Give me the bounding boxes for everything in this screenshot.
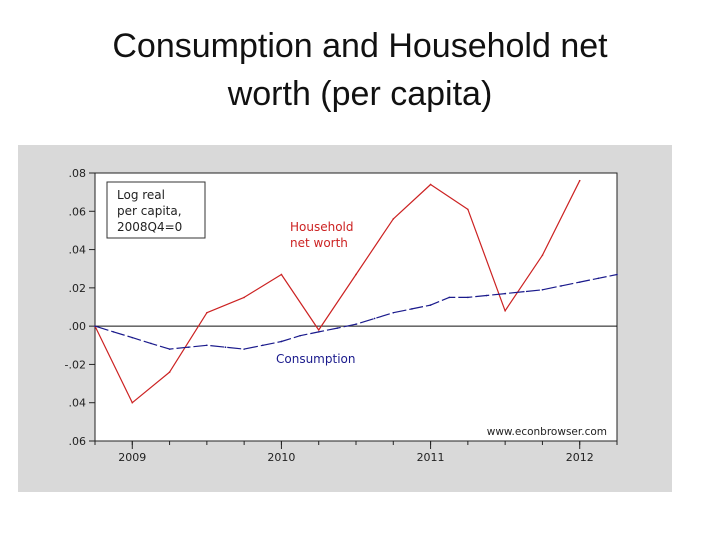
slide-title-line-2: worth (per capita) [227, 75, 493, 113]
data-point-consumption-16 [392, 311, 395, 314]
y-tick-label-7: .06 [69, 435, 87, 448]
data-point-consumption-8 [243, 348, 245, 350]
data-point-consumption-18 [429, 304, 432, 306]
data-point-consumption-22 [504, 292, 506, 295]
data-point-consumption-20 [467, 296, 469, 299]
data-point-household-net-worth-3 [206, 311, 208, 314]
data-point-household-net-worth-12 [541, 254, 544, 257]
series-label-net-worth: Household net worth [290, 220, 354, 250]
data-point-household-net-worth-5 [280, 273, 283, 276]
line-chart: .08 .06 .04 .02 .00 -.02 .04 .06 2009 2010 2011 201… [65, 167, 618, 464]
data-point-consumption-13 [336, 327, 339, 329]
data-point-consumption-19 [448, 296, 451, 299]
data-point-consumption-25 [560, 285, 562, 287]
data-point-consumption-5 [187, 346, 190, 348]
data-point-household-net-worth-9 [429, 183, 432, 186]
data-point-household-net-worth-8 [392, 218, 395, 220]
series-label-net-worth-line-1: Household [290, 220, 354, 234]
series-label-consumption: Consumption [276, 352, 355, 366]
x-tick-label-1: 2010 [267, 451, 295, 464]
data-point-household-net-worth-4 [243, 296, 245, 299]
data-point-consumption-11 [299, 334, 301, 337]
data-point-household-net-worth-1 [131, 401, 134, 404]
data-point-consumption-0 [94, 325, 96, 327]
slide-title: Consumption and Household net worth (per… [0, 22, 720, 118]
data-point-consumption-14 [355, 323, 357, 326]
data-point-consumption-12 [317, 331, 320, 333]
data-point-consumption-26 [578, 281, 581, 283]
data-point-consumption-3 [150, 342, 152, 345]
data-point-consumption-7 [224, 346, 227, 348]
y-tick-label-6: .04 [69, 397, 87, 410]
y-tick-label-5: -.02 [65, 358, 86, 371]
data-point-household-net-worth-10 [467, 208, 469, 211]
x-tick-label-0: 2009 [118, 451, 146, 464]
data-point-household-net-worth-13 [578, 179, 581, 182]
y-tick-label-4: .00 [69, 320, 87, 333]
data-point-consumption-1 [112, 331, 115, 333]
watermark-text: www.econbrowser.com [487, 426, 607, 438]
data-point-household-net-worth-6 [317, 329, 320, 331]
x-tick-label-3: 2012 [566, 451, 594, 464]
legend-box-line-2: per capita, [117, 204, 182, 218]
data-point-consumption-6 [206, 344, 208, 347]
chart-panel: .08 .06 .04 .02 .00 -.02 .04 .06 2009 2010 2011 201… [18, 145, 672, 492]
data-point-consumption-15 [373, 317, 376, 320]
data-point-consumption-10 [280, 340, 283, 343]
data-point-household-net-worth-2 [168, 371, 171, 373]
y-tick-label-1: .06 [69, 205, 87, 218]
x-tick-label-2: 2011 [417, 451, 445, 464]
data-point-consumption-21 [485, 294, 488, 297]
y-tick-label-3: .02 [69, 282, 87, 295]
slide-title-line-1: Consumption and Household net [112, 27, 608, 65]
data-point-consumption-17 [411, 308, 413, 310]
y-tick-label-2: .04 [69, 244, 87, 257]
legend-box-line-1: Log real [117, 188, 165, 202]
legend-box-line-3: 2008Q4=0 [117, 220, 182, 234]
data-point-consumption-24 [541, 288, 544, 291]
legend-box-frame [106, 181, 206, 239]
data-point-consumption-27 [597, 277, 600, 280]
series-label-net-worth-line-2: net worth [290, 236, 348, 250]
data-point-consumption-28 [616, 273, 618, 276]
data-point-consumption-9 [261, 344, 264, 347]
y-tick-label-0: .08 [69, 167, 87, 180]
data-point-consumption-2 [131, 336, 134, 339]
data-point-consumption-23 [522, 290, 525, 293]
data-point-consumption-4 [168, 348, 171, 350]
data-point-household-net-worth-7 [355, 273, 357, 276]
data-point-household-net-worth-11 [504, 310, 506, 312]
legend-box: Log real per capita, 2008Q4=0 [106, 181, 206, 239]
